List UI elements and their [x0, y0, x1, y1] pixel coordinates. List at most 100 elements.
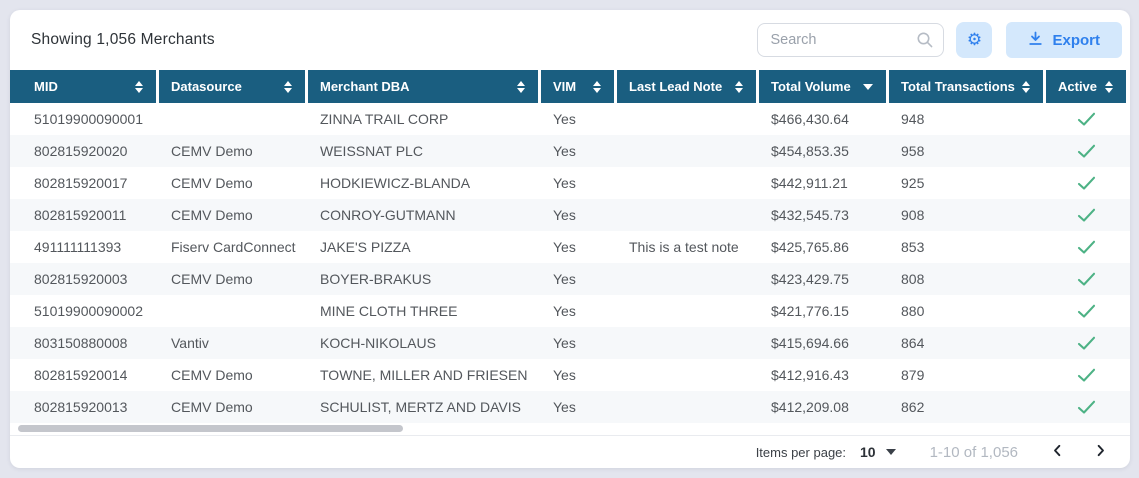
cell-vim: Yes	[553, 399, 576, 415]
column-header-datasource[interactable]: Datasource	[159, 70, 305, 103]
cell-merchant-dba: TOWNE, MILLER AND FRIESEN	[320, 367, 528, 383]
cell-datasource: Fiserv CardConnect	[171, 239, 296, 255]
active-check-icon	[1077, 400, 1095, 414]
table-row[interactable]: 802815920003 CEMV Demo BOYER-BRAKUS Yes $423…	[10, 263, 1130, 295]
search-field	[757, 23, 945, 57]
pagination-prev-button[interactable]	[1044, 439, 1071, 465]
cell-merchant-dba: KOCH-NIKOLAUS	[320, 335, 436, 351]
cell-mid: 802815920003	[34, 271, 128, 287]
active-check-icon	[1077, 304, 1095, 318]
cell-vim: Yes	[553, 271, 576, 287]
cell-merchant-dba: SCHULIST, MERTZ AND DAVIS	[320, 399, 521, 415]
cell-total-transactions: 879	[901, 367, 925, 383]
chevron-left-icon	[1050, 443, 1065, 461]
table-row[interactable]: 803150880008 Vantiv KOCH-NIKOLAUS Yes $415,6…	[10, 327, 1130, 359]
cell-mid: 51019900090002	[34, 303, 144, 319]
sort-icon	[735, 80, 743, 93]
cell-active	[1046, 144, 1126, 159]
search-input[interactable]	[757, 23, 945, 57]
cell-vim: Yes	[553, 303, 576, 319]
cell-active	[1046, 400, 1126, 415]
cell-mid: 802815920011	[34, 207, 127, 223]
column-header-label: Datasource	[171, 79, 242, 94]
cell-merchant-dba: WEISSNAT PLC	[320, 143, 423, 159]
table-row[interactable]: 51019900090001 ZINNA TRAIL CORP Yes $466,43…	[10, 103, 1130, 135]
sort-icon	[1105, 80, 1113, 93]
export-button[interactable]: Export	[1006, 22, 1122, 58]
cell-datasource: CEMV Demo	[171, 143, 253, 159]
cell-merchant-dba: JAKE'S PIZZA	[320, 239, 411, 255]
active-check-icon	[1077, 176, 1095, 190]
cell-total-transactions: 808	[901, 271, 925, 287]
sort-icon	[517, 80, 525, 93]
cell-total-transactions: 908	[901, 207, 925, 223]
merchants-card: Showing 1,056 Merchants ⚙ Export M	[10, 10, 1130, 468]
cell-total-transactions: 925	[901, 175, 925, 191]
cell-total-volume: $423,429.75	[771, 271, 849, 287]
column-header-label: Merchant DBA	[320, 79, 410, 94]
table-row[interactable]: 491111111393 Fiserv CardConnect JAKE'S PIZ…	[10, 231, 1130, 263]
download-icon	[1028, 31, 1043, 50]
cell-mid: 802815920013	[34, 399, 128, 415]
pagination-next-button[interactable]	[1087, 439, 1114, 465]
column-header-merchant-dba[interactable]: Merchant DBA	[308, 70, 538, 103]
column-header-total-volume[interactable]: Total Volume	[759, 70, 886, 103]
sort-icon	[593, 80, 601, 93]
active-check-icon	[1077, 272, 1095, 286]
cell-mid: 802815920020	[34, 143, 128, 159]
column-header-total-transactions[interactable]: Total Transactions	[889, 70, 1043, 103]
cell-mid: 803150880008	[34, 335, 128, 351]
table-row[interactable]: 802815920011 CEMV Demo CONROY-GUTMANN Yes $4…	[10, 199, 1130, 231]
cell-vim: Yes	[553, 239, 576, 255]
column-header-label: MID	[34, 79, 58, 94]
column-header-label: Active	[1058, 79, 1098, 94]
column-header-last-lead-note[interactable]: Last Lead Note	[617, 70, 756, 103]
export-button-label: Export	[1052, 31, 1100, 49]
cell-vim: Yes	[553, 335, 576, 351]
cell-active	[1046, 304, 1126, 319]
table-row[interactable]: 802815920014 CEMV Demo TOWNE, MILLER AND F…	[10, 359, 1130, 391]
cell-mid: 802815920017	[34, 175, 128, 191]
items-per-page-value: 10	[860, 444, 876, 460]
cell-merchant-dba: HODKIEWICZ-BLANDA	[320, 175, 471, 191]
active-check-icon	[1077, 368, 1095, 382]
sort-icon	[135, 80, 143, 93]
cell-merchant-dba: BOYER-BRAKUS	[320, 271, 432, 287]
table-row[interactable]: 51019900090002 MINE CLOTH THREE Yes $421,77…	[10, 295, 1130, 327]
table-row[interactable]: 802815920013 CEMV Demo SCHULIST, MERTZ AND…	[10, 391, 1130, 423]
gear-icon: ⚙	[966, 30, 983, 49]
cell-mid: 802815920014	[34, 367, 128, 383]
cell-total-volume: $442,911.21	[771, 175, 848, 191]
active-check-icon	[1077, 112, 1095, 126]
items-per-page-select[interactable]: 10	[860, 444, 896, 460]
cell-total-volume: $454,853.35	[771, 143, 849, 159]
column-header-mid[interactable]: MID	[10, 70, 156, 103]
column-header-label: VIM	[553, 79, 577, 94]
sort-icon	[284, 80, 292, 93]
cell-mid: 491111111393	[34, 239, 122, 255]
column-header-label: Total Volume	[771, 79, 851, 94]
cell-total-volume: $421,776.15	[771, 303, 849, 319]
cell-datasource: CEMV Demo	[171, 207, 253, 223]
cell-active	[1046, 272, 1126, 287]
items-per-page-label: Items per page:	[755, 444, 847, 460]
page-title: Showing 1,056 Merchants	[31, 31, 215, 48]
cell-datasource: CEMV Demo	[171, 175, 253, 191]
column-header-active[interactable]: Active	[1046, 70, 1126, 103]
table-row[interactable]: 802815920020 CEMV Demo WEISSNAT PLC Yes $454…	[10, 135, 1130, 167]
cell-merchant-dba: ZINNA TRAIL CORP	[320, 111, 449, 127]
active-check-icon	[1077, 240, 1095, 254]
cell-total-transactions: 864	[901, 335, 925, 351]
column-header-label: Last Lead Note	[629, 79, 723, 94]
column-header-vim[interactable]: VIM	[541, 70, 614, 103]
cell-total-transactions: 958	[901, 143, 925, 159]
cell-datasource: CEMV Demo	[171, 271, 253, 287]
cell-merchant-dba: MINE CLOTH THREE	[320, 303, 458, 319]
horizontal-scrollbar-thumb[interactable]	[18, 425, 403, 432]
cell-active	[1046, 208, 1126, 223]
cell-active	[1046, 112, 1126, 127]
settings-button[interactable]: ⚙	[956, 22, 993, 58]
active-check-icon	[1077, 208, 1095, 222]
table-row[interactable]: 802815920017 CEMV Demo HODKIEWICZ-BLANDA Ye…	[10, 167, 1130, 199]
cell-total-volume: $432,545.73	[771, 207, 849, 223]
